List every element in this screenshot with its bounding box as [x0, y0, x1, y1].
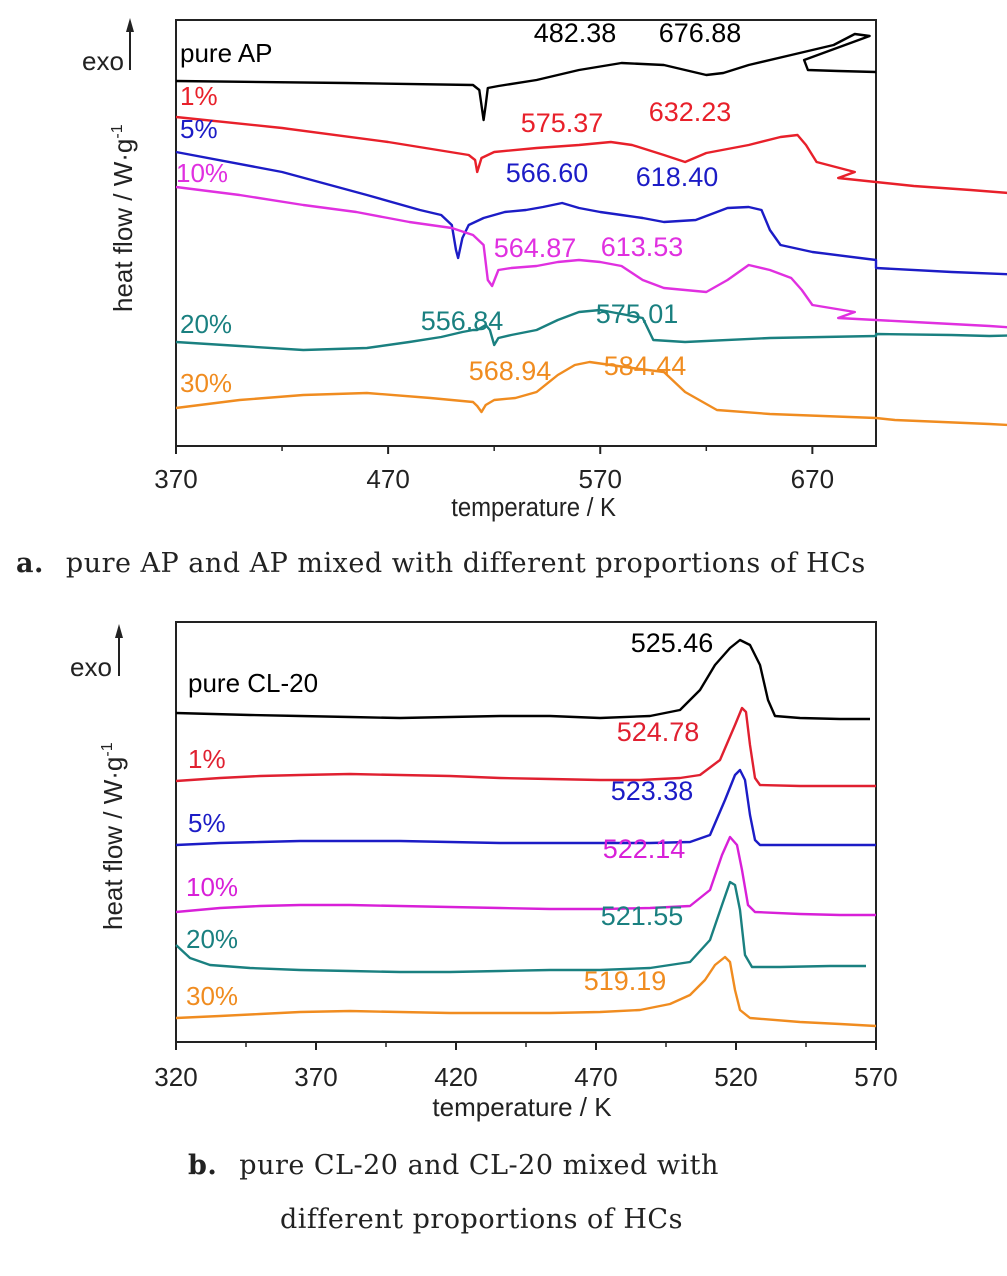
panel-a-peak-label: 632.23 — [649, 97, 732, 127]
panel-b-series-line — [175, 638, 870, 721]
panel-b-series-line — [175, 880, 866, 974]
panel-b-series-label: 5% — [188, 808, 226, 838]
panel-a-series-label: 10% — [176, 158, 228, 188]
panel-a-xtick-label: 470 — [366, 464, 409, 494]
panel-b-ylabel: heat flow / W·g-1 — [98, 742, 128, 930]
panel-b-xtick-label: 420 — [434, 1062, 477, 1092]
panel-b-peak-label: 522.14 — [603, 834, 686, 864]
panel-b-peak-label: 524.78 — [617, 717, 700, 747]
panel-a-caption: a. pure AP and AP mixed with different pr… — [16, 548, 866, 579]
panel-a-peak-label: 676.88 — [659, 18, 742, 48]
panel-a-peak-label: 482.38 — [534, 18, 617, 48]
panel-a-ylabel: heat flow / W·g-1 — [108, 124, 138, 312]
panel-b-peak-label: 521.55 — [601, 901, 684, 931]
panel-b-series-label: 20% — [186, 924, 238, 954]
panel-a-series-line — [175, 32, 877, 122]
panel-a-peak-label: 584.44 — [604, 351, 687, 381]
panel-b-xtick-label: 370 — [294, 1062, 337, 1092]
panel-b-series-line — [175, 768, 876, 847]
panel-a-caption-label: a. — [16, 548, 44, 579]
panel-a-series-line — [175, 115, 1007, 195]
panel-a-series-line — [175, 185, 1007, 329]
panel-b-series-line — [175, 955, 877, 1028]
panel-a-exo-arrow-icon — [126, 18, 134, 70]
panel-a-exo-label: exo — [82, 46, 124, 76]
panel-b-xtick-label: 570 — [854, 1062, 897, 1092]
panel-a-series-label: 5% — [180, 114, 218, 144]
panel-b: 320 370 420 470 520 570 525.46 524.78 523.38 522… — [70, 621, 898, 1122]
panel-b-xlabel: temperature / K — [432, 1092, 612, 1122]
panel-b-xtick-label: 470 — [574, 1062, 617, 1092]
panel-b-caption: b. pure CL-20 and CL-20 mixed with — [188, 1150, 719, 1181]
panel-b-series-line — [175, 706, 876, 788]
panel-a-xtick-label: 370 — [154, 464, 197, 494]
panel-b-caption-line2: different proportions of HCs — [280, 1204, 683, 1235]
panel-a-xlabel: temperature / K — [451, 493, 616, 522]
panel-b-peak-label: 525.46 — [631, 628, 714, 658]
panel-a-series-label: 1% — [180, 81, 218, 111]
panel-b-exo-label: exo — [70, 652, 112, 682]
panel-b-xtick-label: 320 — [154, 1062, 197, 1092]
panel-a-xtick-label: 670 — [791, 464, 834, 494]
panel-a: 370 470 570 670 482.38 676.88 575.37 632.23 566… — [82, 18, 1007, 522]
panel-a-peak-label: 575.01 — [596, 299, 679, 329]
panel-a-caption-text: pure AP and AP mixed with different prop… — [65, 548, 866, 579]
panel-a-series-line — [175, 308, 1007, 352]
panel-a-series-label: 30% — [180, 368, 232, 398]
panel-a-peak-label: 566.60 — [506, 158, 589, 188]
panel-b-series-label: 30% — [186, 981, 238, 1011]
panel-a-peak-label: 568.94 — [469, 356, 552, 386]
panel-b-series-label: 1% — [188, 744, 226, 774]
panel-a-peak-label: 613.53 — [601, 232, 684, 262]
panel-a-peak-label: 618.40 — [636, 162, 719, 192]
panel-a-peak-label: 575.37 — [521, 108, 604, 138]
panel-b-series-line — [175, 835, 876, 917]
panel-b-xtick-label: 520 — [714, 1062, 757, 1092]
panel-b-caption-text: pure CL-20 and CL-20 mixed with — [239, 1150, 719, 1181]
panel-a-series-line — [175, 150, 1007, 276]
panel-a-peak-label: 564.87 — [494, 233, 577, 263]
panel-b-exo-arrow-icon — [115, 624, 123, 676]
panel-b-peak-label: 523.38 — [611, 776, 694, 806]
panel-a-xtick-label: 570 — [579, 464, 622, 494]
panel-a-series-label: pure AP — [180, 38, 273, 68]
panel-b-series-label: pure CL-20 — [188, 668, 318, 698]
panel-b-series-label: 10% — [186, 872, 238, 902]
panel-a-plot-frame — [175, 19, 877, 447]
panel-a-series-line — [175, 360, 1007, 427]
panel-a-peak-label: 556.84 — [421, 306, 504, 336]
panel-b-peak-label: 519.19 — [584, 966, 667, 996]
panel-b-caption-label: b. — [188, 1150, 218, 1181]
panel-a-series-label: 20% — [180, 309, 232, 339]
